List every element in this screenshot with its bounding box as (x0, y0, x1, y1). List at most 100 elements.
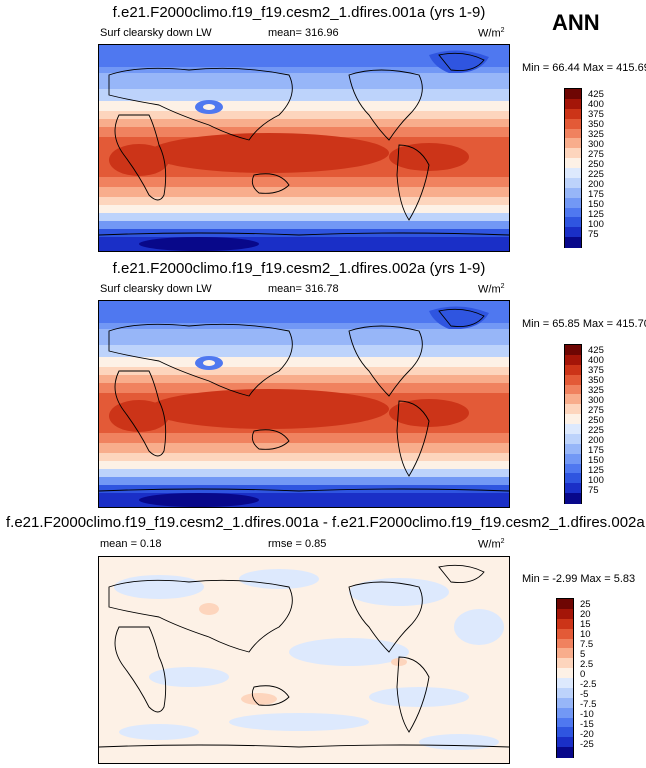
colorbar-swatch (565, 483, 581, 494)
p1-tick-11: 150 (588, 199, 604, 210)
colorbar-swatch (565, 364, 581, 376)
p3-tick-13: -20 (580, 729, 594, 740)
p2-tick-14: 75 (588, 485, 599, 496)
colorbar-swatch (565, 404, 581, 415)
colorbar-swatch (565, 443, 581, 455)
p2-tick-8: 225 (588, 425, 604, 436)
panel2-minmax: Min = 65.85 Max = 415.70 (522, 318, 646, 330)
panel2-colorbar-ticks: 425 400 375 350 325 300 275 250 225 200 … (564, 344, 624, 502)
p1-tick-4: 325 (588, 129, 604, 140)
panel1-map (98, 44, 510, 252)
colorbar-swatch (565, 177, 581, 189)
colorbar-swatch (557, 668, 573, 679)
panel1-variable-label: Surf clearsky down LW (100, 27, 212, 39)
p1-tick-5: 300 (588, 139, 604, 150)
colorbar-swatch (565, 227, 581, 238)
p2-tick-9: 200 (588, 435, 604, 446)
panel1-mean: mean= 316.96 (268, 27, 339, 39)
panel3-map-svg (99, 557, 509, 763)
p3-tick-4: 7.5 (580, 639, 594, 650)
colorbar-swatch (565, 394, 581, 405)
colorbar-swatch (565, 187, 581, 199)
p1-tick-3: 350 (588, 119, 604, 130)
p1-tick-6: 275 (588, 149, 604, 160)
p1-tick-12: 125 (588, 209, 604, 220)
p3-tick-11: -10 (580, 709, 594, 720)
colorbar-swatch (557, 658, 573, 669)
p3-tick-9: -5 (580, 689, 589, 700)
p2-tick-2: 375 (588, 365, 604, 376)
p1-tick-10: 175 (588, 189, 604, 200)
panel2-map-svg (99, 301, 509, 507)
p3-tick-3: 10 (580, 629, 591, 640)
colorbar-swatch (557, 648, 573, 659)
colorbar-swatch (565, 463, 581, 474)
panel1-colorbar-ticks: 425 400 375 350 325 300 275 250 225 200 … (564, 88, 624, 246)
colorbar-swatch (557, 678, 573, 689)
colorbar-swatch (565, 354, 581, 366)
p1-tick-1: 400 (588, 99, 604, 110)
colorbar-swatch (565, 473, 581, 484)
p3-tick-8: -2.5 (580, 679, 597, 690)
colorbar-swatch (565, 384, 581, 395)
p3-tick-1: 20 (580, 609, 591, 620)
p2-tick-5: 300 (588, 395, 604, 406)
p1-tick-14: 75 (588, 229, 599, 240)
colorbar-swatch (557, 697, 573, 709)
colorbar-swatch (565, 148, 581, 159)
colorbar-swatch (557, 687, 573, 699)
colorbar-swatch (557, 737, 573, 748)
p2-tick-12: 125 (588, 465, 604, 476)
season-label: ANN (552, 10, 600, 35)
colorbar-swatch (565, 89, 581, 100)
colorbar-swatch (557, 727, 573, 738)
p3-tick-14: -25 (580, 739, 594, 750)
panel1-colorbar (564, 88, 582, 248)
panel3-mean: mean = 0.18 (100, 538, 162, 550)
p3-tick-12: -15 (580, 719, 594, 730)
panel3-colorbar-ticks: 25 20 15 10 7.5 5 2.5 0 -2.5 -5 -7.5 -10… (556, 598, 616, 756)
panel2-colorbar (564, 344, 582, 504)
colorbar-swatch (565, 128, 581, 139)
p3-tick-10: -7.5 (580, 699, 597, 710)
p3-tick-7: 0 (580, 669, 586, 680)
p1-tick-2: 375 (588, 109, 604, 120)
p2-tick-6: 275 (588, 405, 604, 416)
colorbar-swatch (557, 707, 573, 718)
colorbar-swatch (565, 108, 581, 120)
colorbar-swatch (565, 493, 581, 504)
panel2-mean: mean= 316.78 (268, 283, 339, 295)
panel3-map (98, 556, 510, 764)
colorbar-swatch (565, 118, 581, 129)
colorbar-swatch (565, 138, 581, 149)
panel2-map (98, 300, 510, 508)
p3-tick-6: 2.5 (580, 659, 594, 670)
p1-tick-0: 425 (588, 89, 604, 100)
colorbar-swatch (565, 453, 581, 464)
p3-tick-5: 5 (580, 649, 586, 660)
colorbar-swatch (565, 414, 581, 425)
p1-tick-13: 100 (588, 219, 604, 230)
p2-tick-11: 150 (588, 455, 604, 466)
colorbar-swatch (565, 197, 581, 208)
colorbar-swatch (565, 217, 581, 228)
panel2-title: f.e21.F2000climo.f19_f19.cesm2_1.dfires.… (112, 260, 486, 277)
p2-tick-3: 350 (588, 375, 604, 386)
colorbar-swatch (565, 98, 581, 110)
colorbar-swatch (557, 638, 573, 649)
colorbar-swatch (557, 628, 573, 639)
panel2-variable-label: Surf clearsky down LW (100, 283, 212, 295)
colorbar-swatch (565, 433, 581, 445)
colorbar-swatch (557, 717, 573, 728)
p1-tick-8: 225 (588, 169, 604, 180)
panel3-colorbar (556, 598, 574, 758)
panel1-units: W/m2 (478, 27, 505, 40)
colorbar-swatch (557, 599, 573, 610)
colorbar-swatch (565, 345, 581, 356)
panel3-units: W/m2 (478, 538, 505, 551)
panel1-minmax: Min = 66.44 Max = 415.69 (522, 62, 646, 74)
p2-tick-1: 400 (588, 355, 604, 366)
colorbar-swatch (557, 747, 573, 758)
p2-tick-4: 325 (588, 385, 604, 396)
p2-tick-10: 175 (588, 445, 604, 456)
